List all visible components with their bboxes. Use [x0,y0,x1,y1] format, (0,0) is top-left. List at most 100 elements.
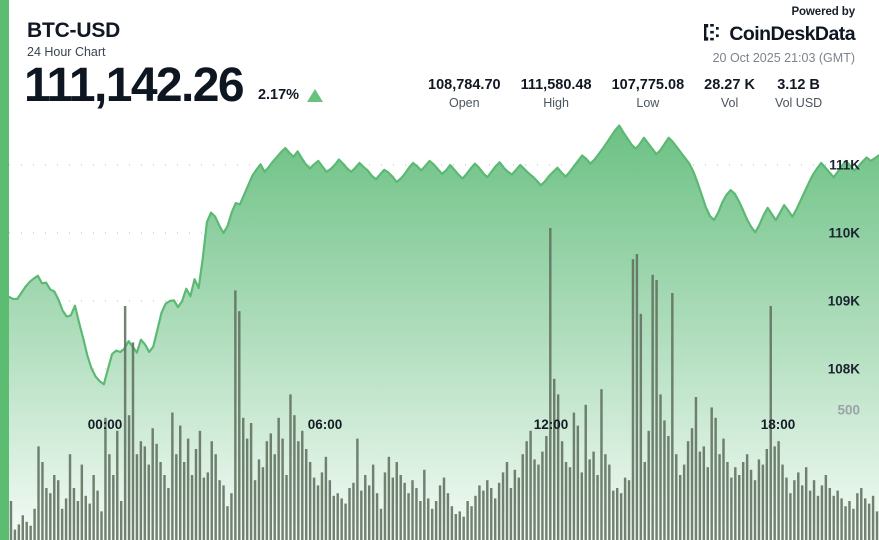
volume-bar [131,342,135,540]
volume-bar [706,467,709,540]
volume-bar [860,488,863,540]
volume-bar [41,462,44,540]
volume-bar [631,259,635,540]
volume-bar [116,430,119,540]
volume-bar [407,493,410,540]
volume-bar [399,475,402,540]
volume-bar [112,475,115,540]
volume-bar [694,397,698,540]
volume-bar [801,485,804,540]
volume-bar [505,462,509,540]
volume-bar [568,467,572,540]
volume-bar [222,485,225,540]
volume-bar [466,501,469,540]
volume-bar [497,482,501,540]
volume-bar [175,454,178,540]
volume-bar [564,462,568,540]
volume-bar [320,472,324,540]
volume-bar [533,459,536,540]
volume-bar [537,464,540,540]
volume-bar [285,475,288,540]
volume-bar [875,511,879,540]
volume-bar [367,485,371,540]
volume-bar [277,417,280,540]
volume-bar [698,451,702,540]
volume-bar [482,490,485,540]
volume-bar [84,495,87,540]
volume-bar [864,498,867,540]
volume-bar [576,425,580,540]
volume-bar [305,449,308,540]
volume-bar [49,493,52,540]
volume-bar [753,480,757,540]
volume-bar [608,464,611,540]
volume-bar [206,472,210,540]
volume-bar [395,462,398,540]
volume-bar [379,508,383,540]
volume-bar [462,516,465,540]
volume-bar [604,454,607,540]
volume-bar [820,485,824,540]
volume-bar [832,495,835,540]
volume-bar [470,506,473,540]
volume-bar [13,529,17,540]
volume-bar [151,428,154,540]
volume-bar [592,451,595,540]
volume-bar [714,417,717,540]
volume-bar [438,485,442,540]
volume-bar [234,290,237,540]
volume-bar [667,436,670,540]
volume-bar [730,477,733,540]
volume-bar [139,441,143,540]
volume-bar [682,464,686,540]
volume-bar [336,493,339,540]
volume-bar [702,446,706,540]
volume-bar [596,475,599,540]
volume-bar [501,472,505,540]
volume-bar [423,469,426,540]
volume-bar [635,254,639,540]
volume-bar [123,306,127,540]
volume-bar [182,462,186,540]
volume-bar [824,475,828,540]
volume-bar [340,498,343,540]
volume-bar [92,475,95,540]
volume-bar [659,394,662,540]
volume-bar [29,525,32,540]
volume-bar [45,488,48,540]
volume-bar [214,454,217,540]
volume-bar [454,514,458,540]
volume-bar [856,493,859,540]
volume-bar [655,280,658,540]
volume-bar [761,464,765,540]
volume-bar [261,467,265,540]
volume-bar [210,441,213,540]
volume-bar [493,498,497,540]
volume-bar [360,490,363,540]
volume-bar [769,306,772,540]
volume-bar [242,417,245,540]
volume-bar [478,485,481,540]
volume-bar [808,490,812,540]
volume-bar [600,389,603,540]
volume-bar [513,469,517,540]
volume-bar [541,451,544,540]
volume-bar [68,454,72,540]
volume-bar [364,475,367,540]
volume-bar [615,488,619,540]
volume-bar [812,480,816,540]
volume-bar [840,498,843,540]
volume-bar [186,438,190,540]
volume-bar [403,482,406,540]
volume-bar [789,493,792,540]
volume-bar [560,441,564,540]
volume-bar [836,490,839,540]
volume-bar [37,446,40,540]
volume-bar [171,412,174,540]
volume-bar [190,475,194,540]
volume-bar [9,501,13,540]
volume-bar [442,477,446,540]
